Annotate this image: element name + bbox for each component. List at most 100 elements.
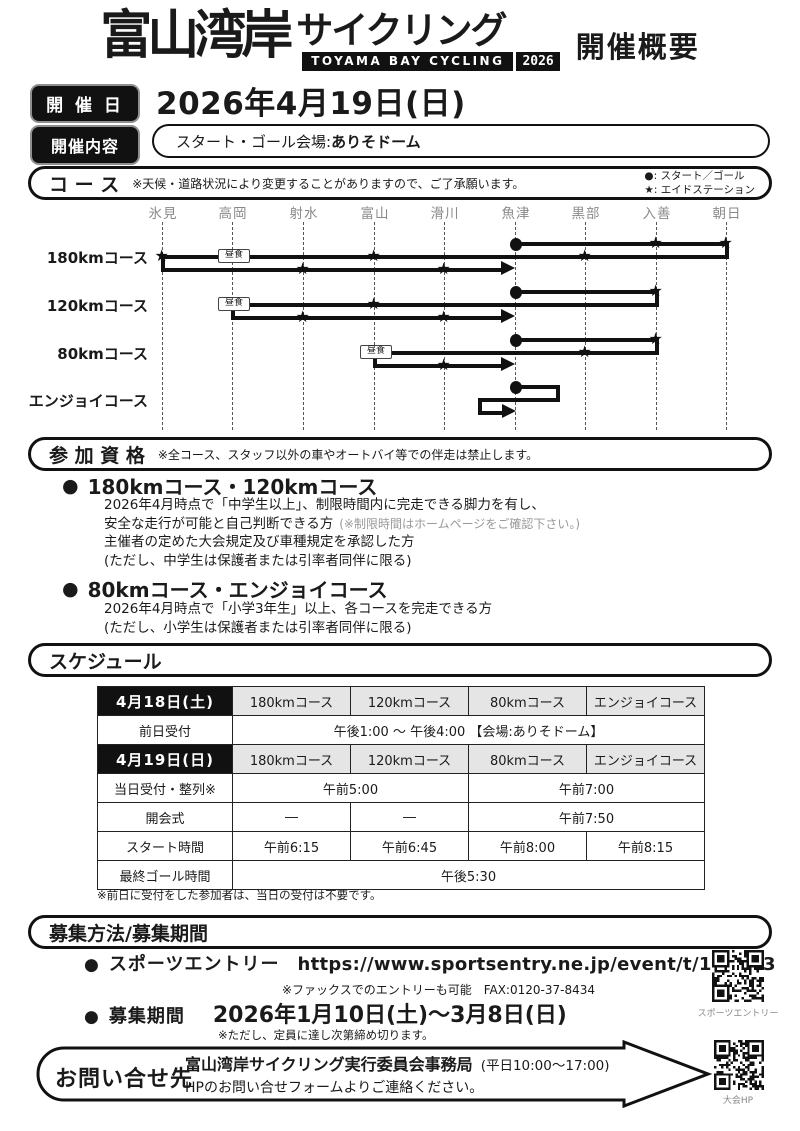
course-corner xyxy=(373,351,377,368)
city-label: 魚津 xyxy=(501,206,531,222)
eligibility-section-title: 参 加 資 格 xyxy=(49,444,145,467)
schedule-course-header: エンジョイコース xyxy=(586,686,705,716)
schedule-note: ※前日に受付をした参加者は、当日の受付は不要です。 xyxy=(97,888,382,902)
aid-station-star: ★ xyxy=(648,233,663,252)
city-label: 射水 xyxy=(289,206,319,222)
schedule-cell: 午前8:00 xyxy=(468,831,587,861)
eligibility-line: 主催者の定めた大会規定及び車種規定を承認した方 xyxy=(104,534,415,550)
aid-station-star: ★ xyxy=(648,329,663,348)
city-label: 高岡 xyxy=(218,206,248,222)
fax-note: ※ファックスでのエントリーも可能 FAX:0120-37-8434 xyxy=(282,983,595,997)
city-label: 黒部 xyxy=(571,206,601,222)
course-line xyxy=(375,364,503,368)
entry-method-row: ● スポーツエントリー https://www.sportsentry.ne.j… xyxy=(84,950,776,976)
city-label: 滑川 xyxy=(430,206,460,222)
application-section-title: 募集方法/募集期間 xyxy=(49,922,208,945)
lunch-box: 昼食 xyxy=(360,344,392,360)
schedule-cell: 午前5:00 xyxy=(232,773,469,803)
course-line xyxy=(480,411,504,415)
schedule-section-title: スケジュール xyxy=(49,650,162,673)
city-label: 入善 xyxy=(642,206,672,222)
eligibility-line-text: 安全な走行が可能と自己判断できる方 xyxy=(104,515,334,532)
course-label: 120kmコース xyxy=(46,297,148,315)
legend-start-goal: ●: スタート／ゴール xyxy=(644,169,745,182)
entry-url: https://www.sportsentry.ne.jp/event/t/10… xyxy=(297,954,776,975)
schedule-cell: 午前7:50 xyxy=(468,802,705,832)
eligibility-inline-note: (※制限時間はホームページをご確認下さい。) xyxy=(339,516,581,531)
qr-caption-event-hp: 大会HP xyxy=(722,1096,754,1106)
contact-org-line: 富山湾岸サイクリング実行委員会事務局 (平日10:00～17:00) xyxy=(185,1051,610,1075)
aid-station-star: ★ xyxy=(366,246,381,265)
schedule-cell: 午前7:00 xyxy=(468,773,705,803)
aid-station-star: ★ xyxy=(718,233,733,252)
arrow-banner-shape xyxy=(36,1040,712,1108)
schedule-course-header: 180kmコース xyxy=(232,686,351,716)
eligibility-group-heading-long: ● 180kmコース・120kmコース xyxy=(62,471,377,500)
schedule-row-label: 当日受付・整列※ xyxy=(97,773,233,803)
schedule-cell: 午後1:00 ～ 午後4:00 【会場:ありそドーム】 xyxy=(232,715,705,745)
eligibility-line: 安全な走行が可能と自己判断できる方 (※制限時間はホームページをご確認下さい。) xyxy=(104,515,580,534)
course-corner xyxy=(161,255,165,272)
schedule-row-label: スタート時間 xyxy=(97,831,233,861)
schedule-course-header: 120kmコース xyxy=(350,686,469,716)
aid-station-star: ★ xyxy=(648,281,663,300)
course-line xyxy=(233,316,503,320)
qr-code-sportsentry xyxy=(712,950,764,1002)
venue-name: ありそドーム xyxy=(331,132,421,151)
start-goal-dot xyxy=(510,285,522,299)
schedule-course-header: 80kmコース xyxy=(468,744,587,774)
goal-arrowhead xyxy=(501,261,515,275)
logo-kana-text: サイクリング xyxy=(296,9,507,52)
period-note: ※ただし、定員に達し次第締め切ります。 xyxy=(218,1028,434,1042)
aid-station-star: ★ xyxy=(295,259,310,278)
schedule-course-header: エンジョイコース xyxy=(586,744,705,774)
course-line xyxy=(375,351,657,355)
schedule-row-label: 前日受付 xyxy=(97,715,233,745)
city-gridline xyxy=(374,222,376,430)
city-gridline xyxy=(303,222,305,430)
event-date-badge: 開 催 日 xyxy=(30,84,140,123)
application-section-header: 募集方法/募集期間 xyxy=(28,915,772,949)
contact-title: お問い合せ先 xyxy=(55,1067,194,1092)
aid-station-star: ★ xyxy=(436,355,451,374)
schedule-cell: 午前6:15 xyxy=(232,831,351,861)
schedule-row-label: 開会式 xyxy=(97,802,233,832)
city-gridline xyxy=(726,222,728,430)
course-corner xyxy=(655,290,659,307)
eligibility-line: 2026年4月時点で「小学3年生」以上、各コースを完走できる方 xyxy=(104,601,493,617)
logo-banner: TOYAMA BAY CYCLING 2026 xyxy=(302,52,560,71)
aid-station-star: ★ xyxy=(295,307,310,326)
goal-arrowhead xyxy=(502,404,516,418)
entry-service-name: スポーツエントリー xyxy=(108,954,280,975)
eligibility-group-body-short: 2026年4月時点で「小学3年生」以上、各コースを完走できる方 (ただし、小学生… xyxy=(104,600,492,637)
period-label: 募集期間 xyxy=(108,1006,185,1027)
course-section-header: コ ー ス ※天候・道路状況により変更することがありますので、ご了承願います。 … xyxy=(28,166,772,200)
event-content-badge: 開催内容 xyxy=(30,125,140,165)
lunch-box: 昼食 xyxy=(218,248,250,264)
city-gridline xyxy=(656,222,658,430)
course-line xyxy=(233,303,657,307)
start-goal-dot xyxy=(510,333,522,347)
course-section-title: コ ー ス xyxy=(49,173,120,196)
aid-station-star: ★ xyxy=(366,294,381,313)
eligibility-line: (ただし、中学生は保護者または引率者同伴に限る) xyxy=(104,552,412,569)
eligibility-group-body-long: 2026年4月時点で「中学生以上」、制限時間内に完走できる脚力を有し、 安全な走… xyxy=(104,496,580,570)
course-label: エンジョイコース xyxy=(28,392,148,410)
page-title: 開催概要 xyxy=(575,30,700,64)
qr-code-event-hp xyxy=(714,1040,764,1090)
course-line xyxy=(516,242,727,246)
course-corner xyxy=(655,338,659,355)
course-line xyxy=(163,268,503,272)
contact-org: 富山湾岸サイクリング実行委員会事務局 xyxy=(185,1055,473,1074)
city-gridline xyxy=(585,222,587,430)
contact-instruction: HPのお問い合せフォームよりご連絡ください。 xyxy=(185,1080,484,1096)
contact-banner: お問い合せ先 富山湾岸サイクリング実行委員会事務局 (平日10:00～17:00)… xyxy=(30,1040,712,1108)
event-date-value: 2026年4月19日(日) xyxy=(156,86,466,122)
course-section-note: ※天候・道路状況により変更することがありますので、ご了承願います。 xyxy=(132,176,525,191)
eligibility-section-header: 参 加 資 格 ※全コース、スタッフ以外の車やオートバイ等での伴走は禁止します。 xyxy=(28,437,772,471)
schedule-course-header: 120kmコース xyxy=(350,744,469,774)
schedule-date-header: 4月18日(土) xyxy=(97,686,233,716)
schedule-section-header: スケジュール xyxy=(28,643,772,677)
start-goal-dot xyxy=(510,380,522,394)
schedule-cell: ― xyxy=(232,802,351,832)
